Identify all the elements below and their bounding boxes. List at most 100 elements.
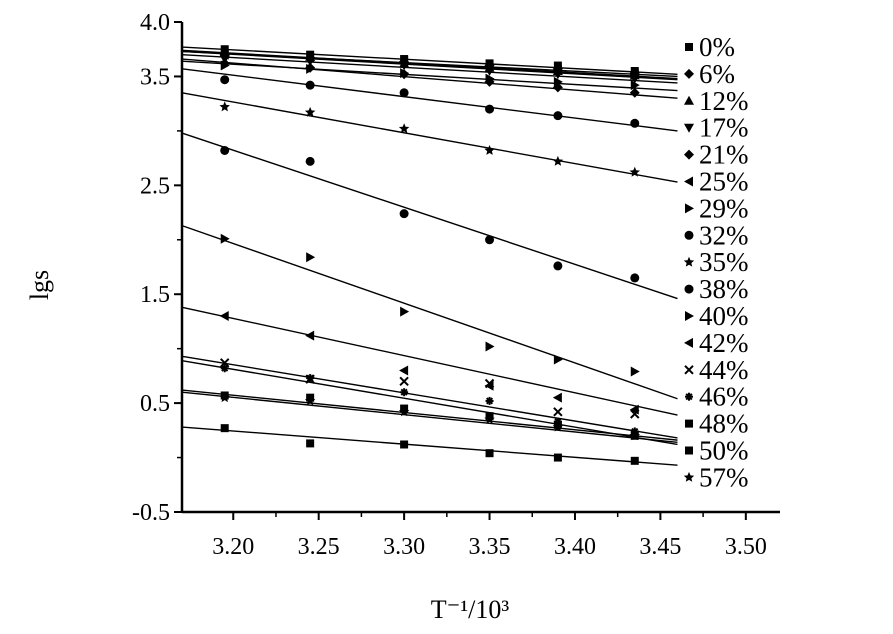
point-44pct-stroke [553,407,563,417]
point-40pct [400,306,410,317]
point-40pct [220,233,230,244]
x-tick-label: 3.35 [469,534,511,560]
point-32pct [305,80,315,90]
legend-label-38pct: 38% [699,274,749,304]
legend: 0%6%12%17%21%25%29%32%35%38%40%42%44%46%… [683,32,749,492]
legend-label-40pct: 40% [699,301,749,331]
point-42pct [484,380,494,391]
point-40pct [630,366,640,377]
y-tick-label: 4.0 [140,10,170,36]
fit-line-48pct [181,389,678,441]
x-tick-label: 3.45 [639,534,681,560]
point-25pct [552,64,562,75]
legend-marker-29pct [685,203,694,214]
point-32pct [485,104,495,114]
point-46pct [306,374,315,383]
point-46pct [400,388,409,397]
fit-line-44pct [181,355,678,439]
point-50pct [306,439,315,448]
y-axis-label: lgs [25,270,54,300]
y-tick-label: 1.5 [140,282,170,308]
y-tick-label: -0.5 [132,500,170,526]
point-38pct [220,145,230,155]
point-29pct [400,68,410,79]
plot-points [219,45,640,465]
y-tick-label: 3.5 [140,64,170,90]
legend-marker-50pct [685,446,693,455]
point-42pct [219,311,229,321]
point-32pct [220,75,230,85]
fit-line-57pct [181,391,678,444]
legend-marker-17pct [684,123,694,133]
legend-marker-44pct-stroke [684,365,694,375]
legend-label-17pct: 17% [699,113,749,143]
axes [180,22,780,514]
fit-line-25pct [181,50,678,81]
legend-marker-35pct [683,256,695,267]
point-46pct-stroke [486,397,494,405]
point-50pct [220,424,229,433]
point-29pct [306,63,316,74]
legend-label-0pct: 0% [699,32,735,62]
fit-line-38pct [181,132,678,300]
point-32pct [553,111,563,121]
legend-marker-25pct [684,176,693,187]
point-44pct-stroke [630,409,640,419]
point-35pct [304,106,316,117]
y-tick-label: 0.5 [140,391,170,417]
ticks: 3.20 3.25 3.30 3.35 3.40 3.45 3.50 -0.5 0.5 1.5 2.… [132,10,767,560]
point-32pct [399,88,409,98]
legend-marker-46pct-stroke [685,393,693,401]
legend-label-42pct: 42% [699,328,749,358]
fit-line-0pct [181,46,678,75]
point-29pct [630,80,640,91]
legend-label-46pct: 46% [699,382,749,412]
point-46pct-stroke [306,374,314,382]
point-25pct [629,69,639,80]
point-46pct-stroke [400,388,408,396]
point-44pct [484,378,495,389]
legend-label-6pct: 6% [699,59,735,89]
point-35pct [629,166,640,177]
legend-label-35pct: 35% [699,247,749,277]
x-axis-label: T⁻¹/10³ [431,595,510,624]
fit-line-35pct [181,92,678,183]
fit-line-29pct [181,60,678,92]
point-25pct [399,56,409,67]
point-29pct [220,60,230,71]
point-50pct [630,456,639,465]
point-57pct [304,395,316,406]
legend-label-44pct: 44% [699,355,749,385]
legend-label-48pct: 48% [699,409,749,439]
fit-line-32pct [181,68,678,132]
point-35pct [484,145,495,155]
point-40pct [306,252,316,263]
legend-marker-40pct [685,311,694,321]
legend-marker-6pct [684,68,694,79]
point-42pct [305,330,315,341]
point-35pct [398,123,410,134]
fit-line-17pct [181,53,678,84]
point-44pct [553,407,563,417]
point-38pct [305,156,315,166]
legend-marker-46pct [685,392,693,401]
point-57pct [629,430,640,441]
point-29pct [485,73,495,84]
point-40pct [485,341,495,352]
point-44pct [399,376,409,387]
point-46pct-stroke [221,364,229,372]
point-50pct [400,440,409,449]
x-tick-label: 3.30 [383,534,425,560]
point-44pct-stroke [399,376,409,387]
point-42pct [399,365,409,376]
x-tick-label: 3.50 [725,534,767,560]
fit-line-40pct [181,224,678,400]
x-tick-label: 3.40 [554,534,596,560]
point-57pct [552,421,564,432]
fit-line-46pct [181,359,678,446]
point-25pct [484,60,494,71]
legend-marker-44pct [684,365,694,375]
legend-marker-48pct [685,419,693,428]
legend-label-32pct: 32% [699,220,749,250]
point-46pct [220,364,229,373]
